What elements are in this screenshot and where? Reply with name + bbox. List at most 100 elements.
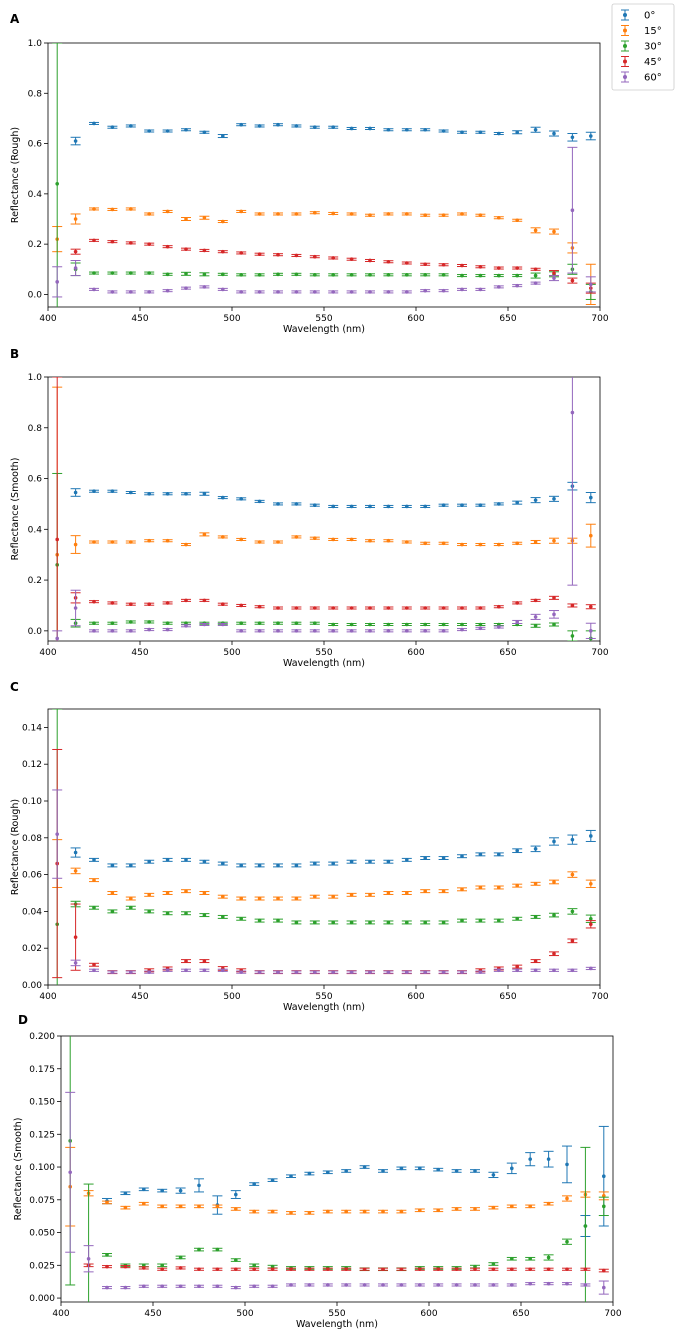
data-point xyxy=(589,533,593,538)
data-point xyxy=(510,1267,514,1272)
series-15° xyxy=(52,207,596,305)
x-tick-label: 700 xyxy=(591,314,608,324)
data-point xyxy=(441,889,446,893)
data-point xyxy=(423,856,428,860)
data-point xyxy=(418,1267,422,1272)
data-point xyxy=(473,1207,477,1211)
x-tick-label: 400 xyxy=(52,1309,69,1319)
data-point xyxy=(239,863,243,868)
data-point xyxy=(423,127,428,132)
data-point xyxy=(184,858,188,862)
data-point xyxy=(381,1267,385,1272)
data-point xyxy=(165,968,170,973)
data-point xyxy=(460,606,464,610)
y-tick-label: 0.10 xyxy=(22,797,42,807)
x-tick-label: 650 xyxy=(499,992,516,1002)
data-point xyxy=(386,622,391,627)
data-point xyxy=(441,622,446,627)
series-60° xyxy=(65,1091,609,1295)
data-point xyxy=(331,894,336,899)
data-point xyxy=(460,130,464,135)
data-point xyxy=(165,621,170,626)
series-layer xyxy=(52,709,596,985)
y-tick-label: 0.8 xyxy=(28,89,43,99)
data-point xyxy=(589,882,593,886)
y-tick-label: 0.6 xyxy=(28,140,43,150)
data-point xyxy=(165,601,170,605)
data-point xyxy=(92,962,96,967)
data-point xyxy=(294,290,299,294)
y-tick-label: 0.150 xyxy=(29,1098,55,1108)
data-point xyxy=(460,970,464,974)
data-point xyxy=(221,134,225,138)
data-point xyxy=(478,918,483,923)
y-tick-label: 0.025 xyxy=(29,1261,55,1271)
data-point xyxy=(234,1267,238,1272)
data-point xyxy=(110,540,115,544)
data-point xyxy=(178,1188,183,1193)
data-point xyxy=(110,125,115,130)
data-point xyxy=(546,1281,551,1286)
data-point xyxy=(602,1268,606,1273)
series-0° xyxy=(70,121,596,146)
data-point xyxy=(423,970,428,974)
data-point xyxy=(294,896,299,901)
data-point xyxy=(239,621,243,626)
data-point xyxy=(386,273,391,277)
data-point xyxy=(252,1263,256,1268)
data-point xyxy=(515,273,519,278)
data-point xyxy=(497,604,501,609)
data-point xyxy=(386,538,391,543)
data-point xyxy=(510,1283,514,1287)
data-point xyxy=(178,1255,183,1260)
data-point xyxy=(368,213,372,218)
plot-area xyxy=(47,376,601,642)
data-point xyxy=(528,1256,532,1261)
data-point xyxy=(110,271,115,275)
data-point xyxy=(399,1283,404,1287)
x-tick-label: 450 xyxy=(131,648,148,658)
data-point xyxy=(239,497,243,501)
data-point xyxy=(405,970,409,974)
data-point xyxy=(110,489,115,494)
data-point xyxy=(234,1207,238,1211)
data-point xyxy=(184,542,188,547)
data-point xyxy=(270,1267,275,1272)
data-point xyxy=(589,134,593,138)
data-point xyxy=(294,606,299,610)
data-point xyxy=(55,537,59,542)
data-point xyxy=(405,891,409,895)
data-point xyxy=(257,621,262,626)
data-point xyxy=(73,935,78,939)
data-point xyxy=(478,503,483,507)
data-point xyxy=(565,1162,569,1167)
data-point xyxy=(368,970,372,974)
data-point xyxy=(552,951,556,956)
data-point xyxy=(257,124,262,128)
data-point xyxy=(313,629,317,633)
data-point xyxy=(344,1267,349,1272)
data-point xyxy=(368,538,372,543)
data-point xyxy=(546,1255,551,1260)
data-point xyxy=(165,272,170,277)
data-point xyxy=(202,272,207,277)
data-point xyxy=(368,258,372,263)
data-point xyxy=(147,859,151,864)
panel-D: D 400 450 500 550 600 650 700 0.000 0.025 0.050 0.0… xyxy=(13,1013,622,1330)
data-point xyxy=(386,629,391,633)
data-point xyxy=(552,612,556,617)
data-point xyxy=(92,878,96,882)
data-point xyxy=(386,606,391,610)
plot-area xyxy=(60,1035,614,1303)
data-point xyxy=(270,1178,275,1182)
data-point xyxy=(552,271,556,275)
data-point xyxy=(147,893,151,897)
x-tick-label: 650 xyxy=(499,314,516,324)
data-point xyxy=(178,1284,183,1289)
data-point xyxy=(368,629,372,633)
data-point xyxy=(602,1285,606,1290)
data-point xyxy=(405,273,409,277)
data-point xyxy=(552,839,556,844)
data-point xyxy=(202,215,207,220)
data-point xyxy=(129,896,133,901)
